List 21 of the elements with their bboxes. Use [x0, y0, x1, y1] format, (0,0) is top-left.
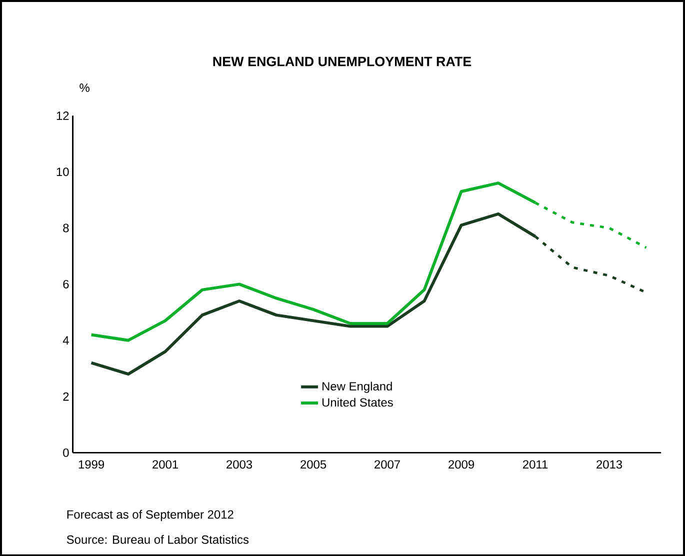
chart-title: NEW ENGLAND UNEMPLOYMENT RATE [213, 56, 472, 66]
x-tick-label: 2011 [523, 460, 548, 468]
x-tick-label: 2009 [448, 460, 474, 468]
y-tick-label: 12 [56, 111, 69, 120]
source-note: Source: Bureau of Labor Statistics [66, 534, 249, 544]
y-tick-label: 10 [56, 167, 69, 176]
x-tick-label: 1999 [78, 460, 104, 468]
legend-label: United States [322, 398, 393, 406]
y-tick-label: 4 [62, 336, 69, 344]
y-axis-title: % [80, 83, 90, 92]
x-tick-label: 2003 [226, 460, 252, 468]
y-tick-label: 6 [63, 280, 69, 288]
legend-label: New England [322, 382, 392, 393]
y-tick-label: 8 [63, 224, 69, 232]
y-tick-label: 2 [63, 392, 69, 401]
x-tick-label: 2005 [300, 460, 326, 468]
x-tick-label: 2001 [152, 460, 178, 468]
text: Forecast as of September 2012 [67, 510, 234, 521]
y-tick-label: 0 [63, 448, 69, 457]
x-tick-label: 2007 [374, 460, 400, 468]
x-tick-label: 2013 [596, 460, 622, 468]
